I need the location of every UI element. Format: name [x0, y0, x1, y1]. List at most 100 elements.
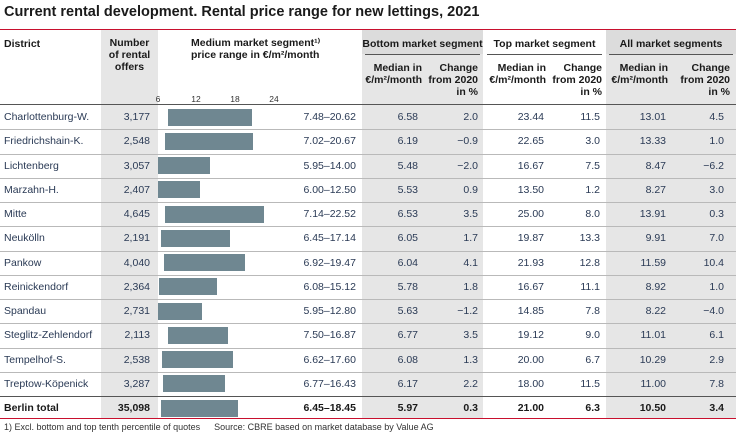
bottom-group-rule [365, 54, 480, 55]
cell-b-med: 6.77 [397, 329, 418, 342]
district-name: Neukölln [4, 232, 45, 245]
district-name: Treptow-Köpenick [4, 377, 89, 390]
price-range-bar [164, 132, 253, 150]
cell-range: 6.62–17.60 [303, 353, 356, 366]
cell-b-chg: 3.5 [463, 329, 478, 342]
price-range-bar [160, 229, 230, 247]
cell-a-chg: 1.0 [709, 280, 724, 293]
district-name: Spandau [4, 305, 47, 318]
price-range-bar [157, 157, 210, 175]
cell-b-med: 6.05 [397, 232, 418, 245]
cell-a-chg: 3.0 [709, 183, 724, 196]
medium-segment-header: Medium market segment¹⁾ price range in €… [191, 37, 321, 61]
cell-b-chg: 4.1 [463, 256, 478, 269]
cell-offers: 2,191 [123, 232, 150, 245]
price-range-bar [167, 326, 229, 344]
axis-tick-6: 6 [155, 94, 161, 104]
row-divider [0, 129, 736, 131]
district-name: Lichtenberg [4, 159, 59, 172]
row-divider [0, 274, 736, 276]
cell-range: 7.48–20.62 [303, 111, 356, 124]
district-name: Mitte [4, 208, 27, 221]
cell-a-med: 11.00 [640, 377, 667, 390]
top-change-header: Change from 2020 in % [552, 62, 602, 98]
price-range-bar [163, 254, 245, 272]
offers-column-shade [101, 30, 158, 418]
cell-range: 5.95–12.80 [303, 305, 356, 318]
cell-t-chg: 12.8 [579, 256, 600, 269]
top-group-rule [487, 54, 602, 55]
price-range-bar [160, 399, 239, 417]
cell-t-chg: 7.8 [585, 305, 600, 318]
cell-b-med: 6.17 [397, 377, 418, 390]
cell-b-med: 5.53 [397, 183, 418, 196]
cell-b-med: 6.08 [397, 353, 418, 366]
cell-offers: 2,113 [124, 329, 151, 342]
row-divider [0, 299, 736, 300]
cell-a-med: 13.01 [639, 111, 666, 124]
cell-t-med: 21.00 [517, 402, 544, 415]
cell-t-chg: 9.0 [585, 329, 600, 342]
cell-b-med: 6.53 [397, 208, 418, 221]
cell-range: 5.95–14.00 [303, 159, 356, 172]
cell-t-med: 14.85 [517, 305, 544, 318]
cell-a-chg: −4.0 [703, 305, 724, 318]
cell-b-chg: 1.8 [463, 280, 478, 293]
bottom-median-header: Median in €/m²/month [365, 62, 422, 86]
source-note: Source: CBRE based on market database by… [214, 422, 434, 432]
bottom-change-header: Change from 2020 in % [428, 62, 478, 98]
cell-range: 6.92–19.47 [303, 256, 356, 269]
district-name: Friedrichshain-K. [4, 135, 84, 148]
bottom-segment-header: Bottom market segment [362, 38, 483, 50]
bottom-rule [0, 418, 736, 419]
cell-a-chg: 7.8 [709, 377, 724, 390]
district-name: Tempelhof-S. [4, 353, 66, 366]
cell-t-med: 22.65 [517, 135, 544, 148]
cell-a-chg: 10.4 [703, 256, 724, 269]
district-name: Steglitz-Zehlendorf [4, 329, 93, 342]
row-divider [0, 371, 736, 373]
cell-a-med: 11.59 [640, 256, 667, 269]
cell-b-chg: 2.0 [463, 111, 478, 124]
all-segment-shade [606, 30, 736, 418]
cell-b-chg: 2.2 [463, 377, 478, 390]
cell-t-chg: 1.2 [585, 183, 600, 196]
row-divider [0, 323, 736, 325]
bottom-group-header-shade [362, 30, 483, 54]
cell-t-chg: 6.3 [585, 402, 600, 415]
row-divider [0, 250, 736, 252]
row-divider [0, 153, 736, 155]
cell-t-med: 19.12 [517, 329, 544, 342]
district-name: Pankow [4, 256, 42, 269]
cell-range: 6.00–12.50 [303, 183, 356, 196]
cell-range: 6.45–18.45 [303, 402, 356, 415]
cell-t-med: 19.87 [517, 232, 544, 245]
cell-t-chg: 11.1 [580, 280, 600, 293]
cell-offers: 2,548 [123, 135, 150, 148]
axis-tick-18: 18 [230, 94, 240, 104]
cell-t-chg: 7.5 [585, 159, 600, 172]
cell-offers: 2,407 [123, 183, 150, 196]
cell-b-chg: 0.3 [463, 402, 478, 415]
cell-a-chg: 0.3 [709, 208, 724, 221]
axis-tick-12: 12 [191, 94, 201, 104]
cell-t-chg: 8.0 [585, 208, 600, 221]
cell-offers: 2,538 [123, 353, 150, 366]
cell-b-med: 6.58 [397, 111, 418, 124]
cell-range: 7.50–16.87 [303, 329, 356, 342]
cell-b-med: 5.63 [397, 305, 418, 318]
row-divider [0, 177, 736, 179]
all-group-rule [609, 54, 733, 55]
cell-t-med: 23.44 [517, 111, 544, 124]
cell-offers: 4,040 [123, 256, 150, 269]
cell-a-med: 9.91 [645, 232, 666, 245]
cell-range: 7.14–22.52 [303, 208, 356, 221]
all-group-header-shade [606, 30, 736, 54]
cell-t-chg: 11.5 [580, 111, 600, 124]
cell-range: 7.02–20.67 [303, 135, 356, 148]
price-range-bar [157, 302, 202, 320]
cell-a-chg: 3.4 [709, 402, 724, 415]
price-range-bar [167, 108, 253, 126]
all-median-header: Median in €/m²/month [611, 62, 668, 86]
page-title: Current rental development. Rental price… [4, 4, 480, 20]
